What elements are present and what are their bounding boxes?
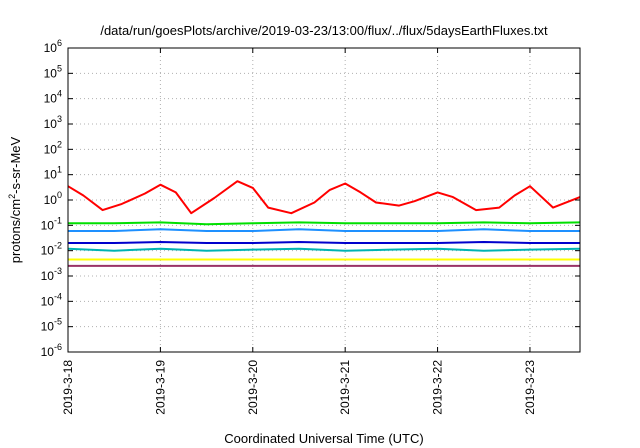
y-tick-label: 103 [44,114,62,131]
y-tick-base: 10 [41,294,55,308]
x-tick-label: 2019-3-21 [338,360,352,415]
y-tick-label: 105 [44,63,62,80]
x-tick-label: 2019-3-20 [246,360,260,415]
series-line-2 [68,221,581,226]
x-tick-label: 2019-3-23 [523,360,537,415]
y-tick-label: 102 [44,139,62,156]
y-tick-base: 10 [44,92,58,106]
chart-title: /data/run/goesPlots/archive/2019-03-23/1… [100,23,548,38]
y-tick-base: 10 [44,117,58,131]
y-tick-label: 104 [44,89,62,106]
series-line-5 [67,247,581,252]
y-tick-label: 10-1 [41,215,62,232]
y-tick-base: 10 [44,142,58,156]
y-tick-exponent: 6 [57,38,62,48]
y-tick-label: 10-6 [41,342,62,359]
y-tick-label: 10-4 [41,291,62,308]
y-tick-exponent: -3 [54,266,62,276]
y-tick-exponent: -5 [54,317,62,327]
y-tick-exponent: 3 [57,114,62,124]
y-tick-base: 10 [44,66,58,80]
y-axis-label-sup: 2 [7,194,17,199]
y-tick-exponent: -2 [54,241,62,251]
y-tick-exponent: 4 [57,89,62,99]
y-tick-base: 10 [41,320,55,334]
y-axis-label-pre: protons/cm [8,199,23,263]
y-tick-exponent: -6 [54,342,62,352]
y-tick-label: 106 [44,38,62,55]
y-tick-exponent: -1 [54,215,62,225]
y-tick-base: 10 [41,218,55,232]
y-tick-label: 10-2 [41,241,62,258]
series-line-3 [68,228,580,232]
y-axis: 10-610-510-410-310-210-11001011021031041… [41,38,580,359]
x-axis-label: Coordinated Universal Time (UTC) [224,431,423,446]
x-tick-label: 2019-3-18 [61,360,75,415]
grid [67,48,580,352]
y-tick-exponent: 5 [57,63,62,73]
y-tick-label: 10-5 [41,317,62,334]
y-tick-base: 10 [41,269,55,283]
y-tick-label: 10-3 [41,266,62,283]
y-axis-label-post: -s-sr-MeV [8,136,23,193]
y-tick-base: 10 [44,168,58,182]
y-tick-exponent: 0 [57,190,62,200]
x-tick-label: 2019-3-22 [431,360,445,415]
y-tick-base: 10 [41,244,55,258]
y-tick-exponent: 2 [57,139,62,149]
y-tick-base: 10 [44,41,58,55]
y-tick-exponent: 1 [57,165,62,175]
x-axis: 2019-3-18 2019-3-19 2019-3-20 2019-3-21 2019… [61,48,537,415]
series-group [67,180,581,267]
series-line-1 [67,180,581,215]
x-tick-label: 2019-3-19 [153,360,167,415]
series-line-4 [68,241,580,244]
y-tick-label: 101 [44,165,62,182]
y-tick-exponent: -4 [54,291,62,301]
y-tick-label: 100 [44,190,62,207]
y-tick-base: 10 [41,345,55,359]
y-axis-label: protons/cm2-s-sr-MeV [7,136,23,263]
y-tick-base: 10 [44,193,58,207]
